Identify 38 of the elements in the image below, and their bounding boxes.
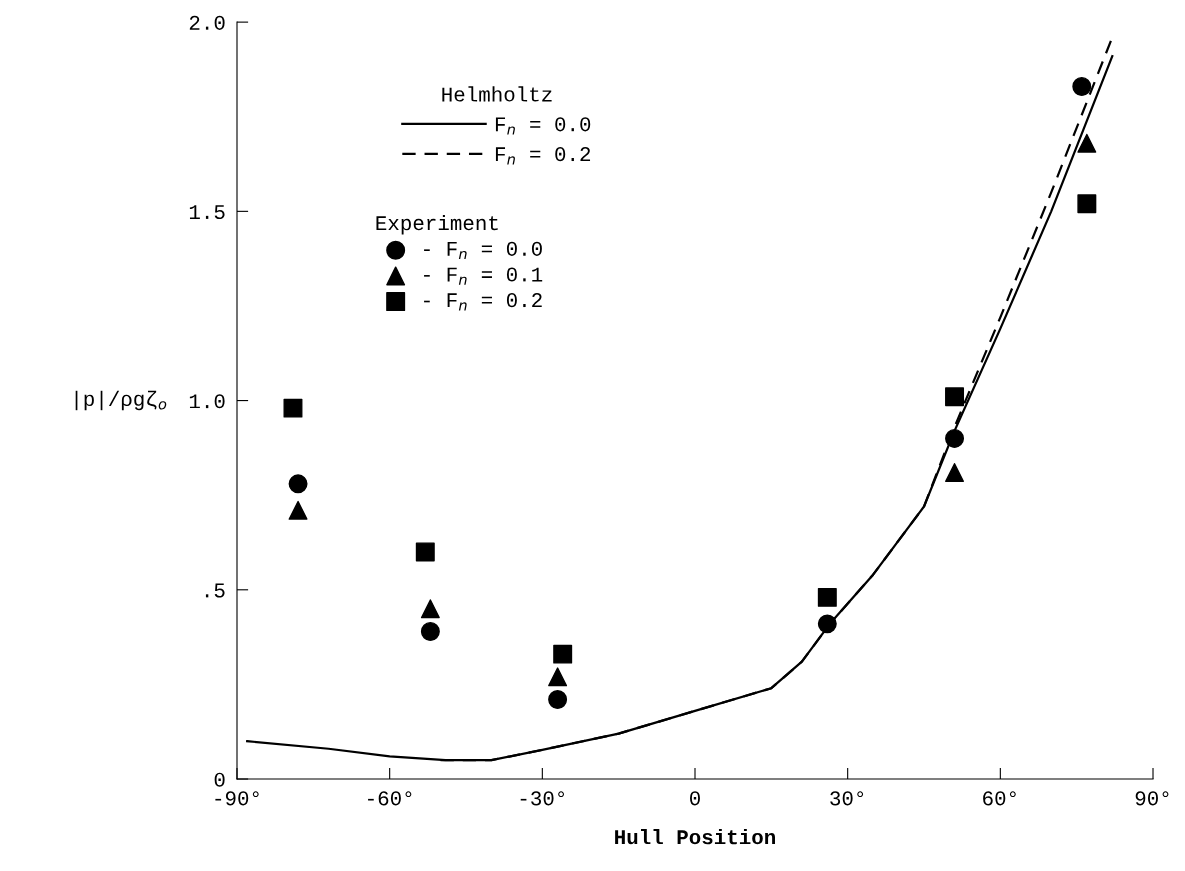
y-axis-title: |p|/ρgζ$_{o}$ <box>75 390 167 411</box>
point <box>283 398 303 418</box>
x-axis-title: Hull Position <box>615 829 775 845</box>
x-tick-label: 60° <box>983 791 1016 806</box>
y-tick-label: 2.0 <box>189 15 225 30</box>
legend-title: Helmholtz <box>442 86 552 102</box>
y-tick-label: .5 <box>205 583 225 598</box>
y-tick-label: 0 <box>214 772 225 787</box>
legend-label: F$_{n}$ = 0.2 <box>495 147 591 165</box>
point <box>288 500 308 520</box>
point <box>420 599 440 619</box>
point <box>1077 133 1097 153</box>
point <box>415 542 435 562</box>
legend-label: F$_{n}$ = 0.0 <box>495 117 591 135</box>
legend-label: - F$_{n}$ = 0.2 <box>424 293 542 311</box>
x-tick-label: -90° <box>215 791 259 806</box>
point <box>420 621 440 641</box>
x-tick-label: 90° <box>1135 791 1169 806</box>
x-tick-label: 30° <box>830 791 864 806</box>
point <box>1077 194 1097 214</box>
legend-label: - F$_{n}$ = 0.0 <box>424 241 542 260</box>
x-tick-label: -60° <box>368 791 412 806</box>
legend-label: - F$_{n}$ = 0.1 <box>424 267 543 285</box>
y-tick-label: 1.5 <box>189 205 225 220</box>
point <box>945 387 965 407</box>
point <box>945 462 965 482</box>
annotation: Experiment <box>376 214 498 235</box>
y-tick-label: 1.0 <box>189 394 225 409</box>
point <box>1072 76 1092 96</box>
x-tick-label: 0 <box>690 791 700 806</box>
point <box>288 474 308 494</box>
point <box>548 690 568 710</box>
point <box>548 667 568 687</box>
x-tick-label: -30° <box>520 791 564 806</box>
point <box>945 428 965 448</box>
point <box>553 644 573 664</box>
point <box>817 587 837 607</box>
point <box>817 614 837 634</box>
